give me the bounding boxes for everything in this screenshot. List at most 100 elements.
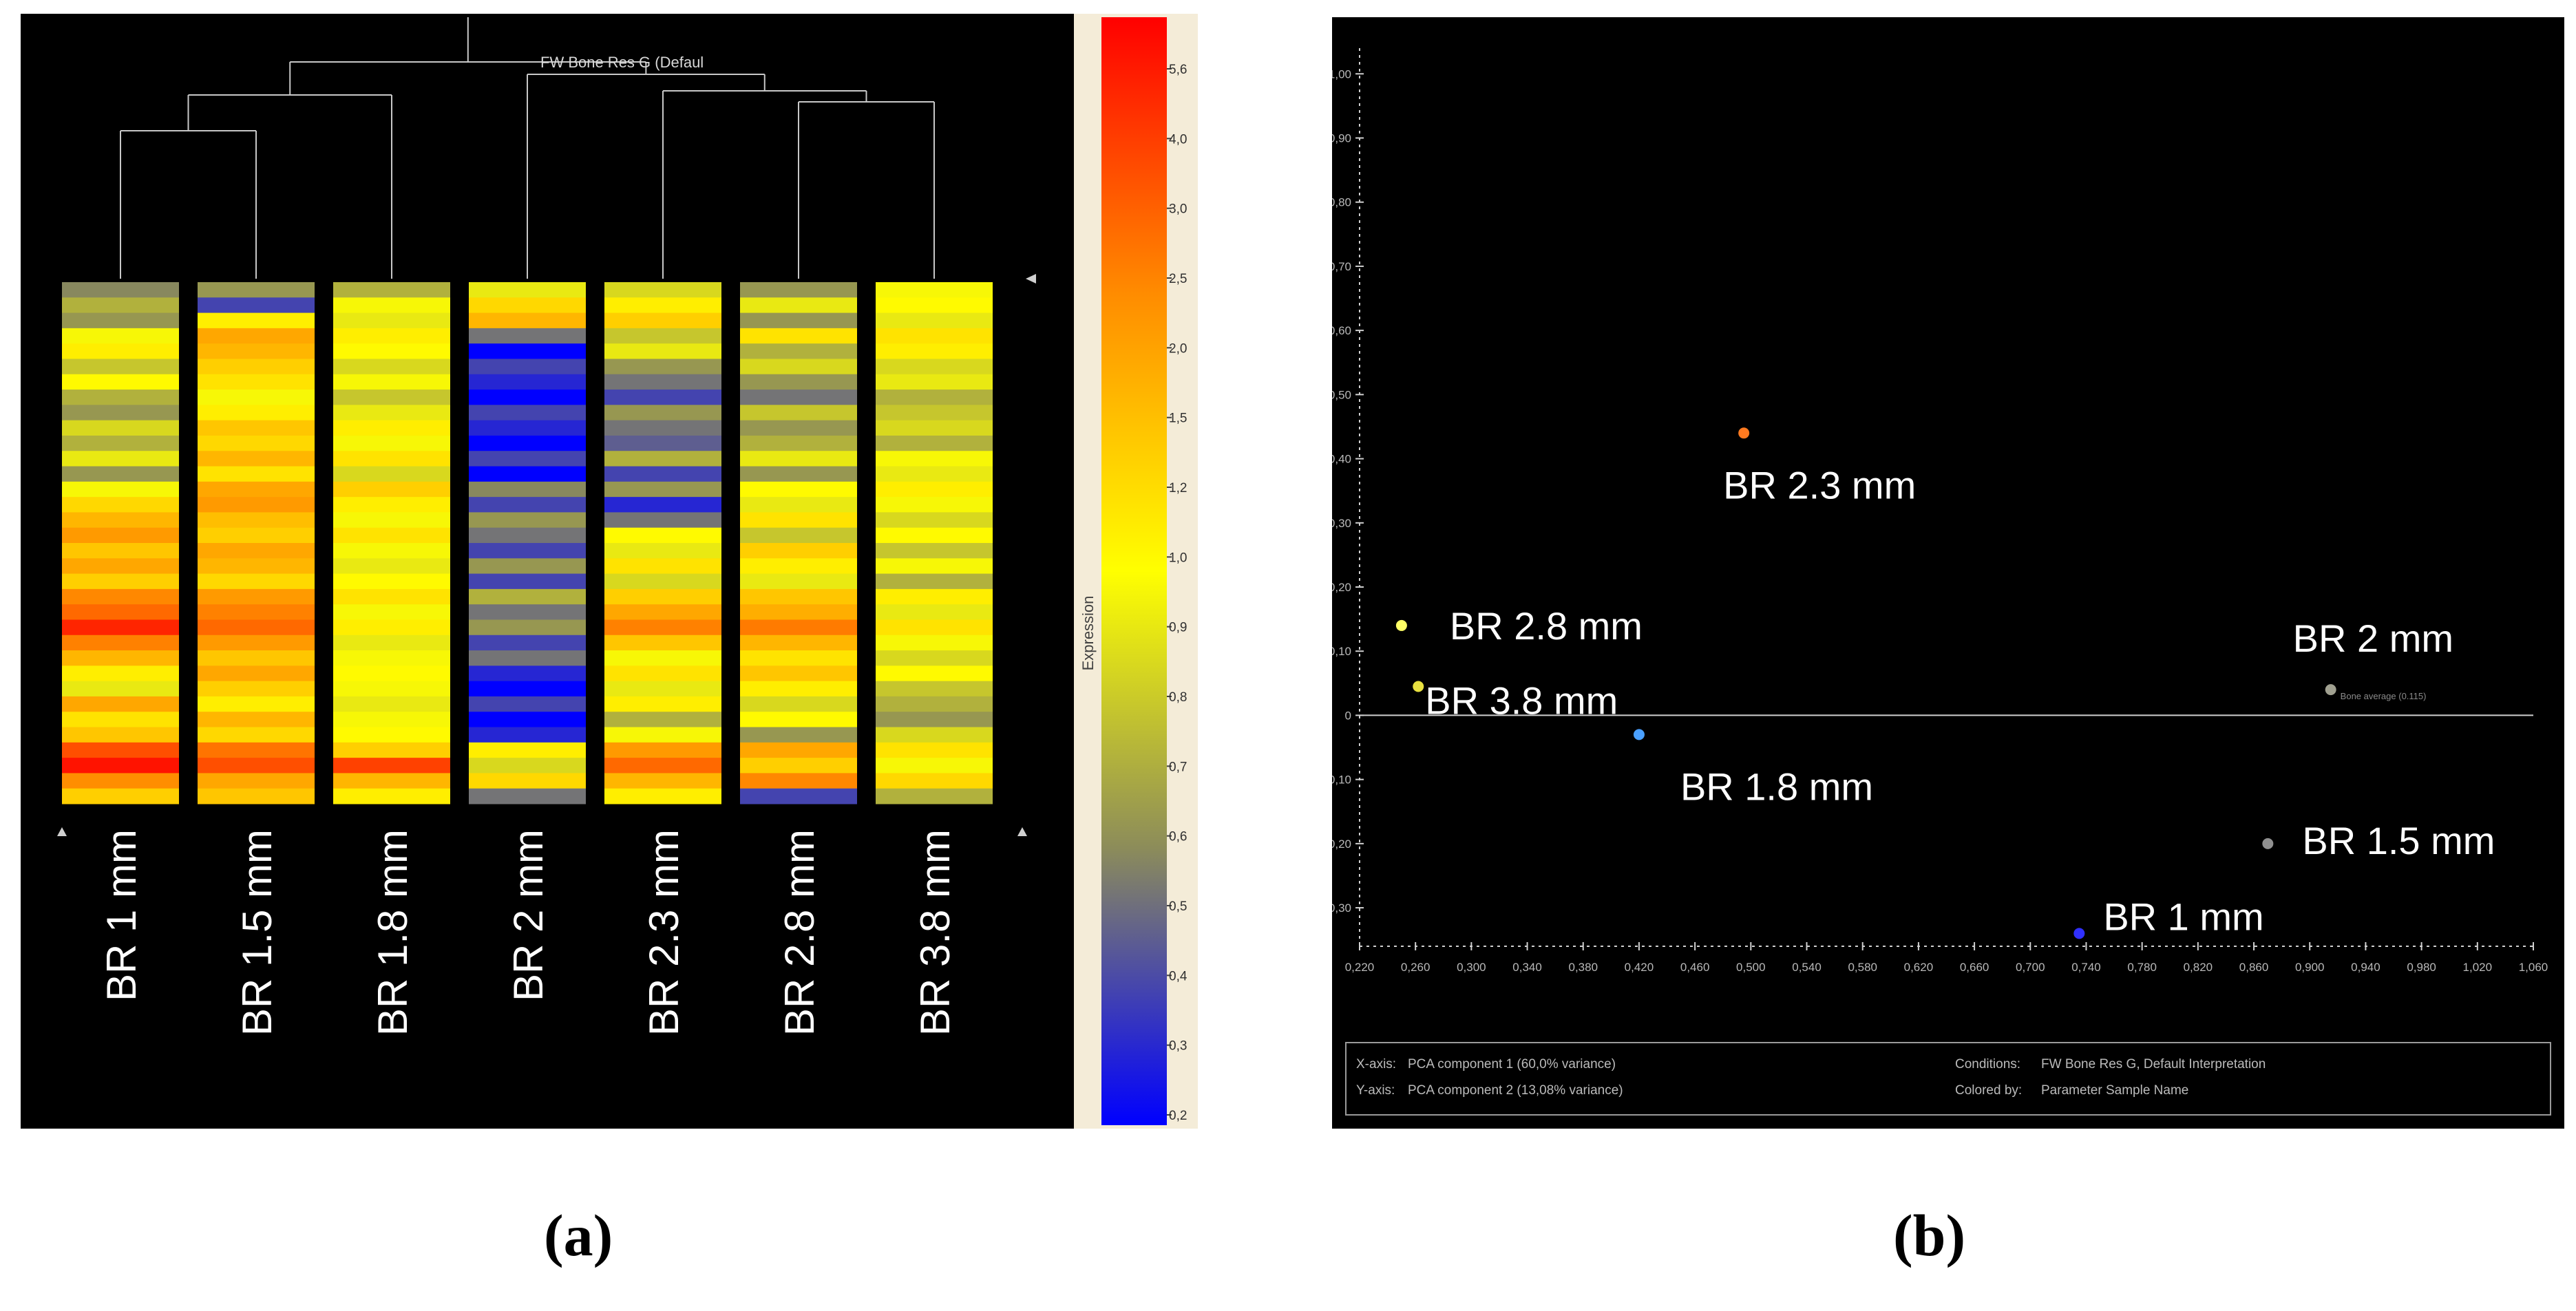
heatmap-cell bbox=[333, 328, 450, 344]
heatmap-cell bbox=[62, 543, 179, 559]
heatmap-cell bbox=[876, 727, 993, 743]
colorbar: Expression 5,6 4,0 3,0 2,5 2,0 1,5 1,2 1,0 0,9 0,… bbox=[1079, 17, 1187, 1125]
colorbar-label: Expression bbox=[1079, 596, 1097, 671]
heatmap-cell bbox=[740, 558, 857, 575]
y-tick-label: -0,10 bbox=[1332, 774, 1351, 787]
colorbar-gradient bbox=[1101, 17, 1167, 1125]
heatmap-cell bbox=[62, 727, 179, 743]
heatmap-cell bbox=[62, 297, 179, 314]
y-tick-label: 0,50 bbox=[1332, 388, 1351, 401]
heatmap-cell bbox=[333, 681, 450, 697]
heatmap-cell bbox=[604, 527, 721, 544]
y-tick-label: -0,20 bbox=[1332, 838, 1351, 851]
heatmap-cell bbox=[876, 758, 993, 774]
heatmap-cell bbox=[876, 588, 993, 605]
heatmap-cell bbox=[604, 374, 721, 390]
heatmap-column-label: BR 1.5 mm bbox=[234, 829, 280, 1036]
colorbar-tick-label: 1,2 bbox=[1169, 481, 1187, 495]
heatmap-cell bbox=[604, 681, 721, 697]
heatmap-cell bbox=[333, 359, 450, 375]
heatmap-cell bbox=[198, 405, 315, 421]
x-tick-label: 1,020 bbox=[2463, 961, 2493, 974]
heatmap-cell bbox=[469, 405, 586, 421]
dendrogram bbox=[120, 17, 935, 279]
heatmap-cell bbox=[876, 681, 993, 697]
y-tick-label: 1,00 bbox=[1332, 67, 1351, 81]
x-tick-label: 0,260 bbox=[1401, 961, 1430, 974]
heatmap-cell bbox=[740, 497, 857, 513]
heatmap-cell bbox=[469, 481, 586, 498]
heatmap-cell bbox=[333, 543, 450, 559]
heatmap-cell bbox=[62, 696, 179, 712]
heatmap-cell bbox=[469, 758, 586, 774]
x-tick-label: 0,580 bbox=[1848, 961, 1877, 974]
heatmap-cell bbox=[469, 466, 586, 482]
y-tick-label: 0,10 bbox=[1332, 645, 1351, 658]
heatmap-cell bbox=[469, 390, 586, 405]
heatmap-cell bbox=[469, 558, 586, 575]
heatmap-cell bbox=[198, 665, 315, 682]
heatmap-cell bbox=[198, 712, 315, 728]
heatmap-cell bbox=[876, 343, 993, 359]
heatmap-cell bbox=[876, 573, 993, 590]
heatmap-cell bbox=[604, 558, 721, 575]
heatmap-cell bbox=[469, 343, 586, 359]
scatter-footer: X-axis: PCA component 1 (60,0% variance)… bbox=[1345, 1042, 2551, 1116]
heatmap-cell bbox=[604, 727, 721, 743]
heatmap-cell bbox=[62, 420, 179, 436]
heatmap-cell bbox=[740, 543, 857, 559]
colorbar-tick-label: 4,0 bbox=[1169, 132, 1187, 147]
caption-b: (b) bbox=[1893, 1202, 1966, 1268]
colorbar-tick-label: 0,3 bbox=[1169, 1039, 1187, 1054]
heatmap-cell bbox=[604, 650, 721, 666]
heatmap-cell bbox=[469, 282, 586, 298]
x-tick-label: 0,620 bbox=[1904, 961, 1934, 974]
heatmap-cell bbox=[740, 773, 857, 789]
heatmap-cell bbox=[604, 573, 721, 590]
scatter-point-label: BR 2 mm bbox=[2293, 617, 2453, 660]
x-tick-label: 0,860 bbox=[2239, 961, 2269, 974]
footer-y-axis-key: Y-axis: bbox=[1356, 1083, 1395, 1098]
x-tick-label: 0,540 bbox=[1792, 961, 1822, 974]
heatmap-cell bbox=[198, 359, 315, 375]
heatmap-cell bbox=[876, 359, 993, 375]
heatmap-cell bbox=[876, 604, 993, 620]
y-tick-label: 0,90 bbox=[1332, 132, 1351, 145]
heatmap-cell bbox=[198, 420, 315, 436]
scatter-point-label: BR 1.8 mm bbox=[1680, 765, 1873, 808]
heatmap-cell bbox=[333, 650, 450, 666]
heatmap-cell bbox=[740, 374, 857, 390]
scatter-point-label: BR 1.5 mm bbox=[2302, 819, 2495, 862]
heatmap-cell bbox=[604, 543, 721, 559]
y-tick-label: -0,30 bbox=[1332, 902, 1351, 915]
heatmap-cell bbox=[62, 497, 179, 513]
heatmap-cell bbox=[62, 405, 179, 421]
heatmap-cell bbox=[333, 604, 450, 620]
x-tick-label: 0,700 bbox=[2016, 961, 2045, 974]
heatmap-cell bbox=[876, 390, 993, 405]
footer-x-axis-value: PCA component 1 (60,0% variance) bbox=[1408, 1057, 1616, 1072]
heatmap-cell bbox=[198, 696, 315, 712]
heatmap-cell bbox=[198, 619, 315, 636]
heatmap-cell bbox=[198, 497, 315, 513]
heatmap-cell bbox=[62, 742, 179, 758]
heatmap-cell bbox=[604, 420, 721, 436]
colorbar-panel: Expression 5,6 4,0 3,0 2,5 2,0 1,5 1,2 1,0 0,9 0,… bbox=[1074, 14, 1198, 1129]
heatmap-cell bbox=[740, 512, 857, 529]
heatmap-cell bbox=[198, 451, 315, 467]
colorbar-ticks: 5,6 4,0 3,0 2,5 2,0 1,5 1,2 1,0 0,9 0,8 0,7 0,6 0,5 0… bbox=[1167, 63, 1187, 1123]
heatmap-cell bbox=[604, 359, 721, 375]
heatmap-cell bbox=[740, 604, 857, 620]
heatmap-cell bbox=[876, 543, 993, 559]
heatmap-cell bbox=[876, 788, 993, 804]
heatmap-cell bbox=[333, 512, 450, 529]
x-tick-label: 0,900 bbox=[2295, 961, 2325, 974]
heatmap-cell bbox=[740, 696, 857, 712]
heatmap-cell bbox=[62, 481, 179, 498]
heatmap-cell bbox=[604, 282, 721, 298]
scatter-point bbox=[2262, 838, 2274, 849]
footer-colored-value: Parameter Sample Name bbox=[2041, 1083, 2188, 1098]
scatter-axes: 1,00 0,90 0,80 0,70 0,60 0,50 0,40 0,30 0,20 0,10… bbox=[1324, 48, 2548, 974]
heatmap-cell bbox=[198, 527, 315, 544]
heatmap-cell bbox=[198, 727, 315, 743]
